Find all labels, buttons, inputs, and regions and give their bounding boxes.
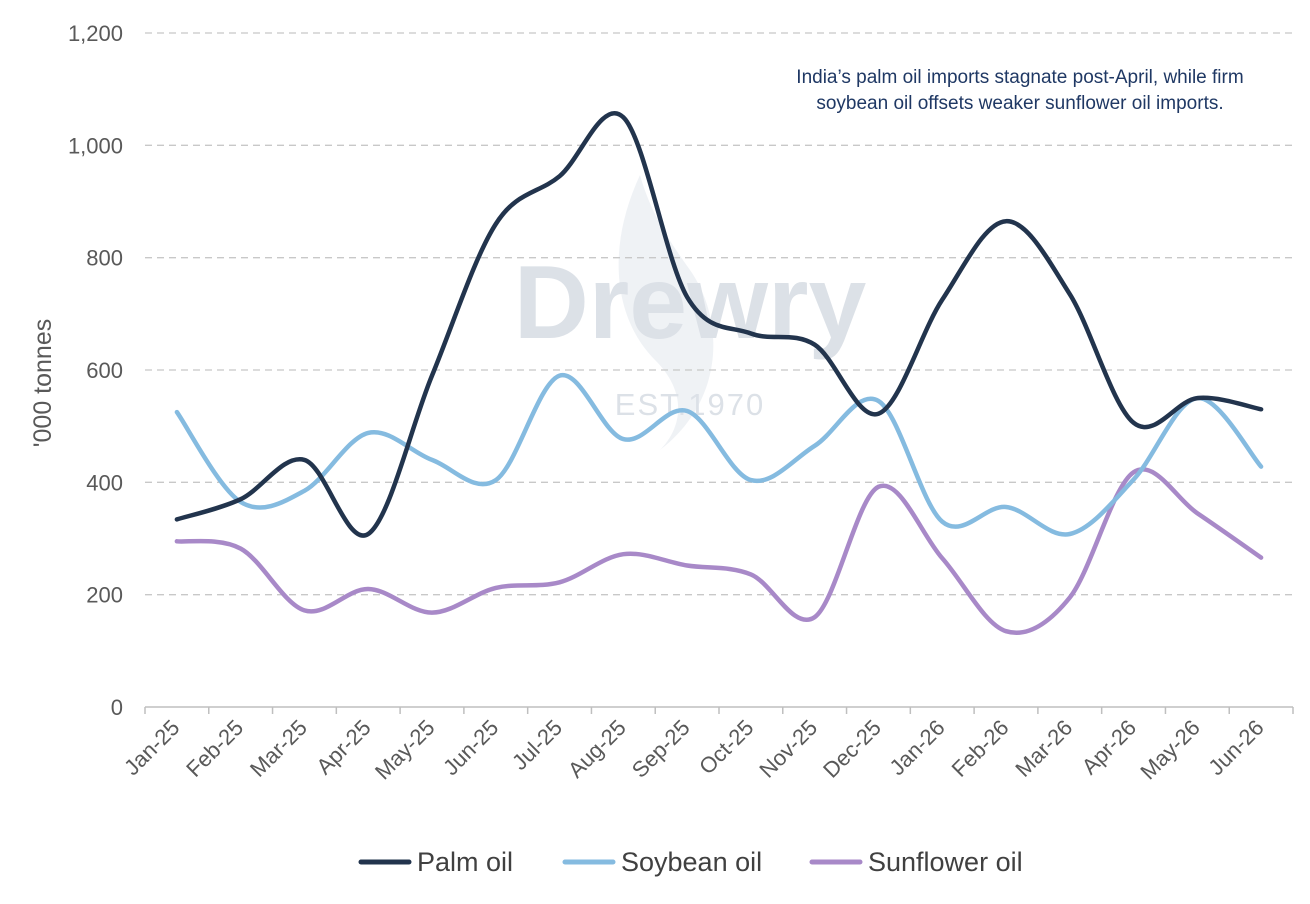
y-axis: 0 200 400 600 800 1,000 1,200 (68, 21, 123, 720)
x-tick-label: Oct-25 (694, 715, 758, 779)
x-tick-label: Dec-25 (818, 715, 886, 783)
y-tick-label: 1,200 (68, 21, 123, 46)
y-tick-label: 800 (86, 246, 123, 271)
x-tick-label: May-25 (370, 715, 440, 785)
y-axis-title: '000 tonnes (29, 319, 57, 448)
y-tick-label: 1,000 (68, 133, 123, 158)
x-tick-label: Nov-25 (754, 715, 822, 783)
x-tick-label: Mar-25 (245, 715, 312, 782)
x-tick-label: Sep-25 (627, 715, 695, 783)
x-tick-label: Jan-25 (119, 715, 184, 780)
series-line-sunflower-oil (174, 467, 1264, 635)
series-lines (174, 111, 1264, 635)
x-tick-label: Feb-25 (181, 715, 248, 782)
x-tick-label: Jun-25 (438, 715, 503, 780)
y-tick-label: 200 (86, 583, 123, 608)
x-tick-label: Feb-26 (947, 715, 1014, 782)
x-tick-label: Jul-25 (507, 715, 567, 775)
annotation-line-1: India’s palm oil imports stagnate post-A… (796, 67, 1243, 88)
legend-item-palm-oil: Palm oil (358, 847, 513, 877)
legend-label: Soybean oil (621, 847, 762, 877)
x-tick-label: Jan-26 (885, 715, 950, 780)
legend-item-soybean-oil: Soybean oil (562, 847, 762, 877)
x-tick-label: Aug-25 (563, 715, 631, 783)
x-tick-label: May-26 (1135, 715, 1205, 785)
y-tick-label: 400 (86, 470, 123, 495)
x-tick-label: Apr-25 (311, 715, 375, 779)
legend-label: Palm oil (417, 847, 513, 877)
legend-item-sunflower-oil: Sunflower oil (809, 847, 1023, 877)
x-tick-label: Mar-26 (1010, 715, 1077, 782)
watermark-tagline: EST.1970 (615, 387, 765, 422)
annotation: India’s palm oil imports stagnate post-A… (796, 67, 1243, 114)
legend-label: Sunflower oil (868, 847, 1023, 877)
annotation-line-2: soybean oil offsets weaker sunflower oil… (816, 93, 1223, 114)
x-tick-label: Apr-26 (1077, 715, 1141, 779)
legend: Palm oil Soybean oil Sunflower oil (358, 847, 1023, 877)
x-tick-label: Jun-26 (1203, 715, 1268, 780)
watermark-flame-icon (618, 175, 714, 450)
y-tick-label: 0 (111, 695, 123, 720)
y-tick-label: 600 (86, 358, 123, 383)
drewry-watermark: Drewry EST.1970 (514, 175, 866, 450)
series-line-palm-oil (174, 111, 1264, 538)
series-line-soybean-oil (174, 373, 1264, 537)
